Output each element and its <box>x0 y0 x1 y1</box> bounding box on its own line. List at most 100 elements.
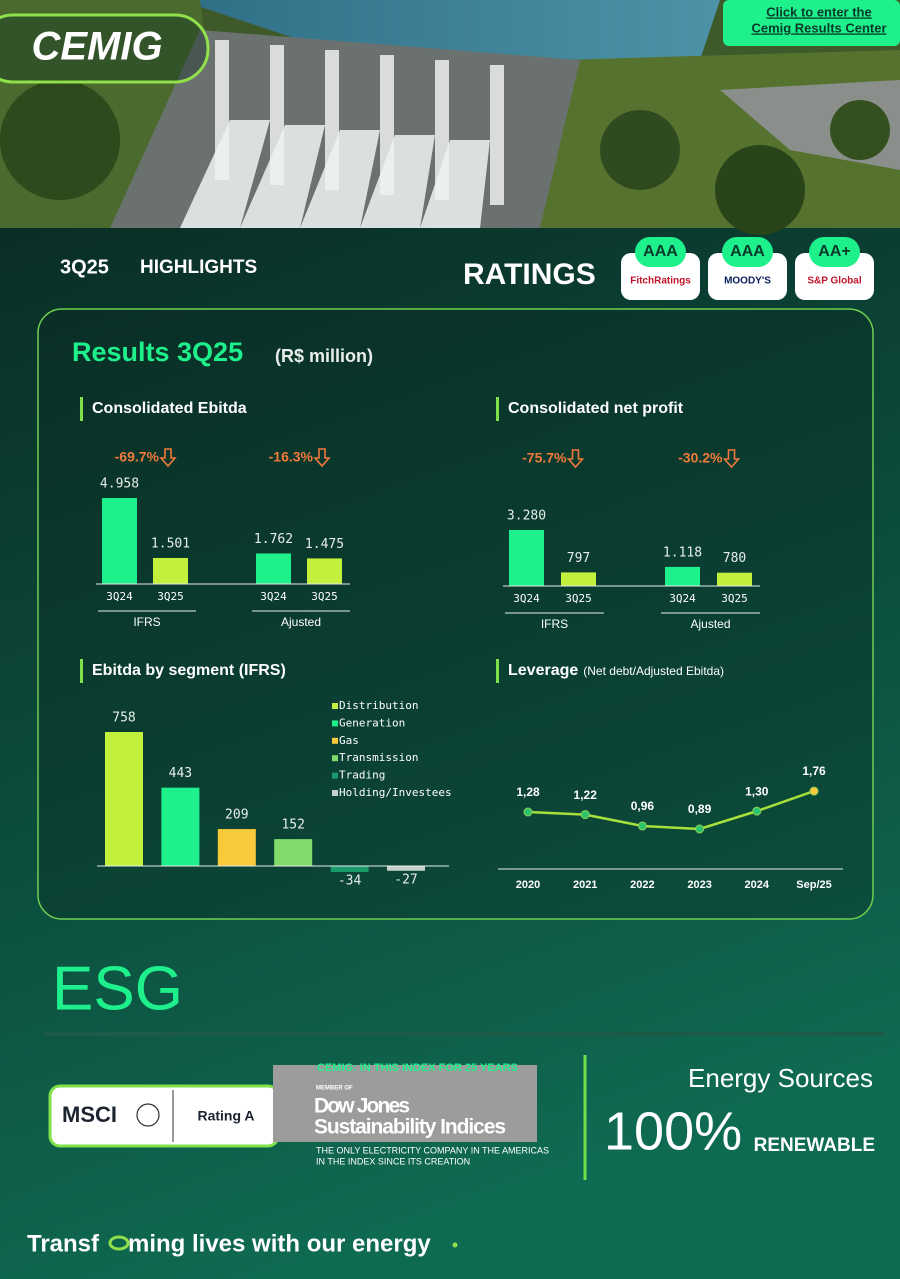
marker <box>752 806 762 816</box>
title-bar <box>496 659 499 683</box>
marker <box>695 824 705 834</box>
change-arrow <box>566 449 585 469</box>
msci-globe <box>136 1103 160 1127</box>
ratings-title: RATINGS <box>463 258 596 291</box>
djsi-line1: Dow Jones <box>314 1095 410 1118</box>
value-label: 0,89 <box>688 802 712 816</box>
value-label: 1,28 <box>516 785 540 799</box>
rating-agency: S&P Global <box>807 276 861 287</box>
chart-title: Consolidated Ebitda <box>92 400 247 417</box>
marker <box>809 786 819 796</box>
period: 3Q25 <box>60 256 109 278</box>
x-tick-label: 3Q25 <box>157 590 184 603</box>
link-button[interactable] <box>723 0 900 46</box>
change-label: -30.2% <box>678 450 723 466</box>
bar <box>102 498 137 584</box>
change-arrow <box>722 449 741 469</box>
results-panel <box>37 308 874 920</box>
rating-badge <box>795 253 874 300</box>
value-label: 1,30 <box>745 784 769 798</box>
bar <box>307 558 342 584</box>
value-label: 0,96 <box>631 799 655 813</box>
rating-agency: MOODY'S <box>724 276 771 287</box>
results-unit: (R$ million) <box>275 346 373 366</box>
charts: Consolidated Ebitda 4.958 3Q24 1.501 3Q25 1.7… <box>80 397 843 891</box>
energy-share: 100% <box>604 1101 742 1161</box>
legend-label: Distribution <box>339 699 418 712</box>
bar <box>256 553 291 584</box>
change-arrow <box>159 448 177 468</box>
djsi-note: CEMIG: IN THIS INDEX FOR 25 YEARS <box>317 1062 518 1074</box>
msci-name: MSCI <box>62 1102 117 1127</box>
rating-agency: FitchRatings <box>630 276 691 287</box>
value-label: 1,22 <box>574 788 598 802</box>
value-label: 209 <box>225 808 248 823</box>
x-tick-label: 3Q25 <box>565 592 592 605</box>
energy-title: Energy Sources <box>688 1063 873 1093</box>
bar <box>717 572 752 586</box>
legend-swatch <box>332 720 338 727</box>
ratings: AAA FitchRatings AAA MOODY'S AA+ S&P Global <box>621 237 874 300</box>
value-label: 1.762 <box>254 532 293 547</box>
value-label: 3.280 <box>507 509 546 524</box>
x-tick-label: 2020 <box>516 879 540 891</box>
highlights-title: HIGHLIGHTS <box>140 257 257 278</box>
x-tick-label: 2024 <box>745 879 770 891</box>
value-label: 152 <box>281 818 304 833</box>
djsi-member: MEMBER OF <box>316 1086 353 1092</box>
djsi-caption: THE ONLY ELECTRICITY COMPANY IN THE AMER… <box>316 1145 549 1155</box>
rating-badge <box>621 253 700 300</box>
energy-label: RENEWABLE <box>754 1135 875 1156</box>
x-tick-label: 3Q24 <box>260 590 287 603</box>
value-label: 780 <box>723 551 746 566</box>
chart-subtitle: (Net debt/Adjusted Ebitda) <box>583 664 724 678</box>
rating-pill <box>809 237 860 267</box>
value-label: 443 <box>169 766 192 781</box>
rating-value: AAA <box>643 243 678 260</box>
group-label: IFRS <box>133 615 160 629</box>
x-tick-label: 2023 <box>687 879 711 891</box>
marker <box>637 821 647 831</box>
legend-label: Holding/Investees <box>339 786 452 799</box>
rating-value: AAA <box>730 243 765 260</box>
change-arrow <box>313 448 331 468</box>
logo-frame <box>0 13 210 84</box>
bar <box>274 839 313 866</box>
rating-value: AA+ <box>818 243 850 260</box>
legend-label: Gas <box>339 734 359 747</box>
bar <box>105 732 143 866</box>
marker <box>580 810 590 820</box>
link-text[interactable]: Cemig Results Center <box>751 20 886 35</box>
bar <box>665 566 700 586</box>
x-tick-label: 3Q25 <box>311 590 338 603</box>
value-label: -34 <box>338 874 362 889</box>
djsi-caption: IN THE INDEX SINCE ITS CREATION <box>316 1156 470 1166</box>
title-bar <box>496 397 499 421</box>
value-label: 758 <box>112 711 135 726</box>
tagline: ming lives with our energy <box>128 1230 431 1257</box>
djsi-line2: Sustainability Indices <box>314 1116 506 1139</box>
legend-label: Transmission <box>339 751 418 764</box>
tagline-logo <box>108 1235 130 1251</box>
rating-pill <box>635 237 686 267</box>
value-label: 1,76 <box>802 764 826 778</box>
value-label: 797 <box>567 551 590 566</box>
title-bar <box>80 397 83 421</box>
marker <box>523 807 533 817</box>
x-tick-label: 3Q24 <box>669 592 696 605</box>
group-label: Ajusted <box>690 617 730 631</box>
x-tick-label: 2021 <box>573 879 597 891</box>
bar <box>509 530 544 586</box>
bar <box>330 866 369 873</box>
bar <box>161 787 200 866</box>
x-tick-label: 3Q25 <box>721 592 748 605</box>
rating-pill <box>722 237 773 267</box>
x-tick-label: 3Q24 <box>106 590 133 603</box>
tagline: Transf <box>27 1230 100 1257</box>
legend-label: Generation <box>339 716 405 729</box>
link-text[interactable]: Click to enter the <box>766 4 871 19</box>
value-label: 1.475 <box>305 537 344 552</box>
value-label: -27 <box>394 872 417 887</box>
chart-title: Ebitda by segment (IFRS) <box>92 662 286 679</box>
